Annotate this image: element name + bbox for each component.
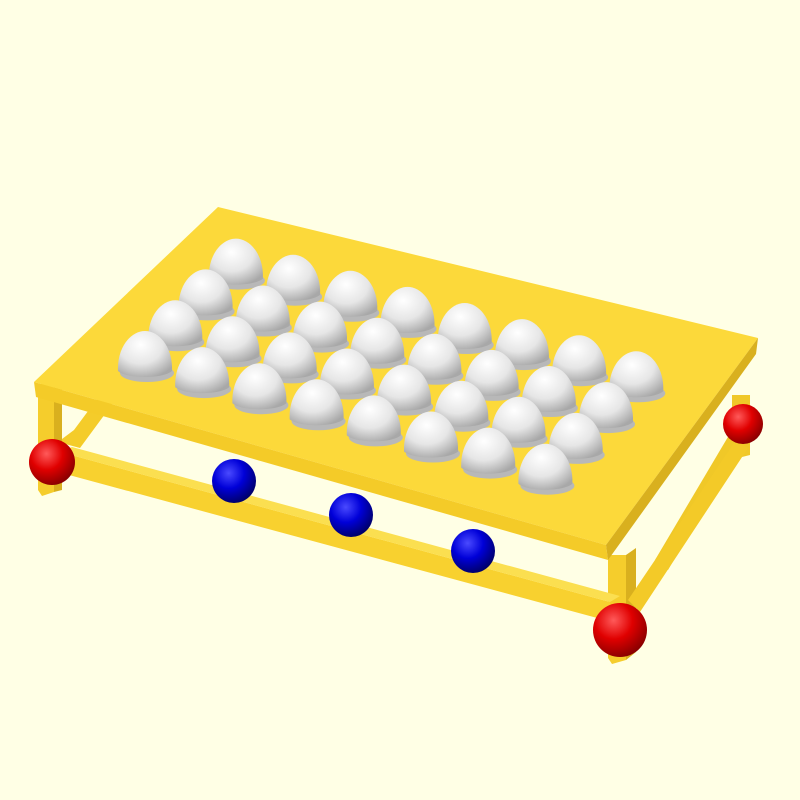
dome xyxy=(289,379,346,431)
dome-cap xyxy=(232,363,287,410)
dome-cap xyxy=(552,335,607,382)
dome-cap xyxy=(208,238,263,285)
side-sphere xyxy=(212,459,256,503)
dome-cap xyxy=(461,427,516,474)
dome xyxy=(148,300,205,352)
dome xyxy=(232,363,289,415)
dome xyxy=(578,382,635,434)
dome-cap xyxy=(403,411,459,458)
dome xyxy=(461,427,518,479)
dome-cap xyxy=(518,443,573,490)
tabletop-front-edge xyxy=(34,382,608,560)
dome xyxy=(494,319,551,371)
dome-cap xyxy=(578,382,634,429)
dome-cap xyxy=(494,319,549,366)
dome-cap xyxy=(437,303,492,349)
tabletop-right-edge xyxy=(606,338,758,560)
dome-cap xyxy=(292,301,348,348)
dome-cap xyxy=(609,351,664,398)
dome-cap xyxy=(323,270,378,317)
dome-cap xyxy=(148,300,203,347)
side-sphere xyxy=(329,493,373,537)
dome-cap xyxy=(521,366,576,412)
dome-grid xyxy=(117,238,666,495)
dome-cap xyxy=(205,316,260,363)
side-spheres xyxy=(212,459,495,573)
dome-cap xyxy=(117,331,173,377)
corner-spheres xyxy=(29,404,763,657)
dome-cap xyxy=(491,396,546,443)
side-sphere xyxy=(451,529,495,573)
corner-sphere xyxy=(593,603,647,657)
dome-cap xyxy=(464,349,519,396)
dome-cap xyxy=(175,347,230,394)
dome xyxy=(175,347,232,399)
dome xyxy=(521,366,578,417)
dome xyxy=(117,331,174,382)
dome-cap xyxy=(377,364,432,411)
dome-cap xyxy=(346,395,401,442)
dome xyxy=(552,335,609,387)
dome xyxy=(518,443,575,495)
corner-sphere xyxy=(29,439,75,485)
dome-cap xyxy=(548,412,603,459)
dome-cap xyxy=(262,332,317,379)
dome-cap xyxy=(350,317,405,364)
right-rail xyxy=(628,440,748,612)
dome-cap xyxy=(380,286,435,333)
dome xyxy=(403,411,460,463)
dome-cap xyxy=(407,333,462,380)
dome xyxy=(266,254,323,306)
corner-sphere xyxy=(723,404,763,444)
dome-cap xyxy=(235,285,290,332)
dome-cap xyxy=(434,380,489,427)
dome xyxy=(346,395,403,447)
dome-cap xyxy=(178,269,233,316)
dome-cap xyxy=(289,379,344,426)
dome-cap xyxy=(266,254,321,301)
dome-cap xyxy=(319,348,374,395)
front-rail xyxy=(58,452,612,622)
